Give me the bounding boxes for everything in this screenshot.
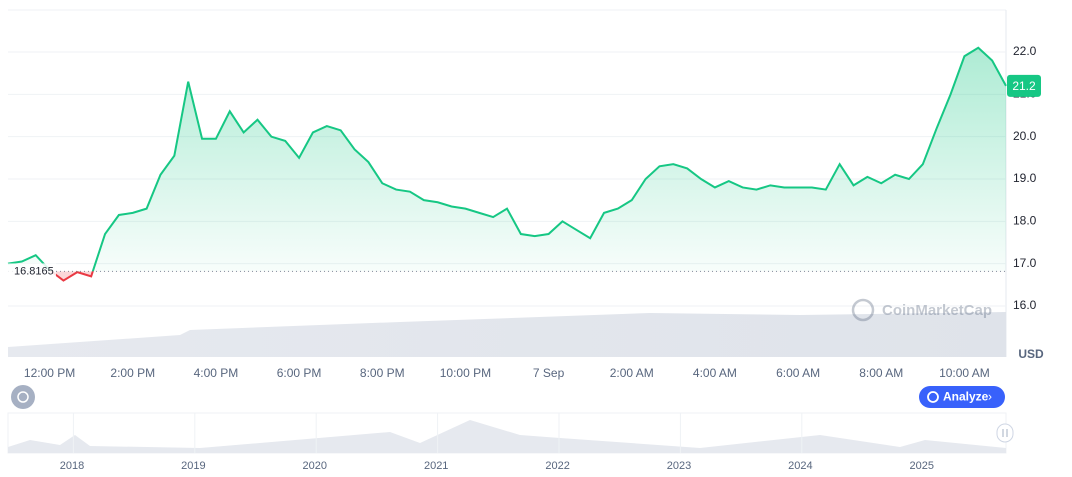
y-tick-label: 22.0 (1013, 44, 1037, 58)
chevron[interactable]: › (988, 390, 992, 404)
navigator-handle[interactable] (996, 423, 1014, 443)
y-tick-label: 17.0 (1013, 256, 1037, 270)
area (8, 47, 1006, 272)
x-tick-label: 2:00 AM (610, 366, 654, 380)
navigator-label: 2024 (788, 460, 812, 472)
x-tick-label: 12:00 PM (24, 366, 75, 380)
x-tick-label: 8:00 AM (859, 366, 903, 380)
plot (7, 46, 1007, 307)
price-tag-label: 21.2 (1012, 79, 1036, 93)
price-line (7, 46, 1007, 272)
x-tick-label: 7 Sep (533, 366, 565, 380)
navigator-label: 2019 (181, 460, 205, 472)
navigator-area (8, 420, 1006, 453)
y-tick-label: 20.0 (1013, 129, 1037, 143)
navigator-label: 2021 (424, 460, 448, 472)
y-tick-label: 18.0 (1013, 214, 1037, 228)
watermark-text: CoinMarketCap (882, 302, 992, 319)
watermark: CoinMarketCap (851, 298, 992, 322)
y-tick-label: 16.0 (1013, 298, 1037, 312)
x-tick-label: 10:00 AM (939, 366, 990, 380)
y-unit: USD (1018, 347, 1044, 361)
baseline-label-bg (8, 263, 56, 280)
volume-area (8, 312, 1006, 357)
x-tick-label: 8:00 PM (360, 366, 405, 380)
navigator-label: 2018 (60, 460, 84, 472)
x-tick-label: 4:00 PM (194, 366, 239, 380)
x-tick-label: 4:00 AM (693, 366, 737, 380)
x-tick-label: 6:00 AM (776, 366, 820, 380)
navigator-label: 2020 (303, 460, 327, 472)
x-tick-label: 10:00 PM (440, 366, 491, 380)
y-tick-label: 19.0 (1013, 171, 1037, 185)
x-tick-label: 2:00 PM (110, 366, 155, 380)
analyze-label[interactable]: Analyze (943, 390, 989, 404)
price-tag (1007, 74, 1041, 97)
analyze-button[interactable]: Analyze › (919, 386, 1005, 408)
navigator-label: 2023 (667, 460, 691, 472)
x-tick-label: 6:00 PM (277, 366, 322, 380)
baseline-label: 16.8165 (14, 265, 54, 277)
navigator-label: 2022 (545, 460, 569, 472)
history-button[interactable] (11, 385, 35, 409)
navigator-label: 2025 (910, 460, 934, 472)
